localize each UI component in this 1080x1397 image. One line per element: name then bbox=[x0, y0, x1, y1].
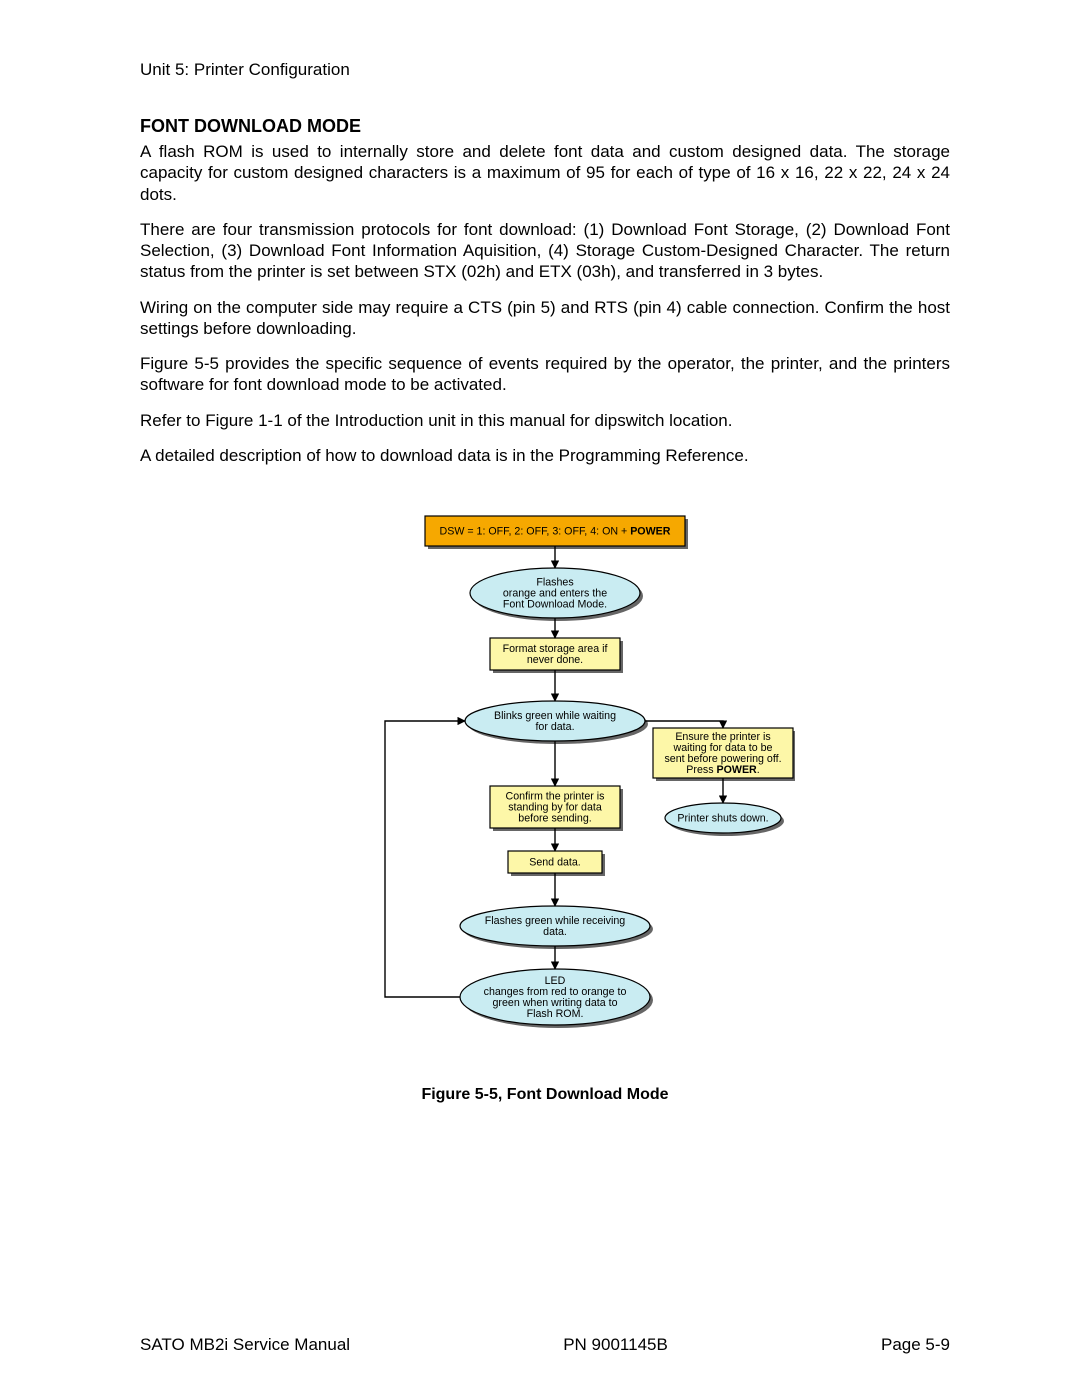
flowchart-svg: DSW = 1: OFF, 2: OFF, 3: OFF, 4: ON + PO… bbox=[295, 506, 795, 1046]
svg-text:before sending.: before sending. bbox=[518, 813, 591, 825]
svg-text:Press POWER.: Press POWER. bbox=[686, 764, 759, 776]
footer-center: PN 9001145B bbox=[563, 1335, 668, 1355]
paragraph-1: A flash ROM is used to internally store … bbox=[140, 141, 950, 205]
svg-text:never done.: never done. bbox=[527, 654, 583, 666]
svg-text:Flash ROM.: Flash ROM. bbox=[527, 1008, 584, 1020]
svg-text:Font Download Mode.: Font Download Mode. bbox=[503, 599, 607, 611]
paragraph-2: There are four transmission protocols fo… bbox=[140, 219, 950, 283]
page-header: Unit 5: Printer Configuration bbox=[140, 60, 950, 80]
paragraph-6: A detailed description of how to downloa… bbox=[140, 445, 950, 466]
flowchart: DSW = 1: OFF, 2: OFF, 3: OFF, 4: ON + PO… bbox=[295, 506, 795, 1046]
section-title: FONT DOWNLOAD MODE bbox=[140, 116, 950, 137]
paragraph-3: Wiring on the computer side may require … bbox=[140, 297, 950, 340]
svg-text:Printer shuts down.: Printer shuts down. bbox=[677, 813, 768, 825]
figure-caption: Figure 5-5, Font Download Mode bbox=[140, 1086, 950, 1104]
svg-text:DSW = 1: OFF, 2: OFF, 3: OFF,: DSW = 1: OFF, 2: OFF, 3: OFF, 4: ON + PO… bbox=[440, 526, 671, 538]
paragraph-4: Figure 5-5 provides the specific sequenc… bbox=[140, 353, 950, 396]
footer-right: Page 5-9 bbox=[881, 1335, 950, 1355]
footer-left: SATO MB2i Service Manual bbox=[140, 1335, 350, 1355]
paragraph-5: Refer to Figure 1-1 of the Introduction … bbox=[140, 410, 950, 431]
svg-text:data.: data. bbox=[543, 926, 567, 938]
svg-text:for data.: for data. bbox=[535, 721, 574, 733]
svg-text:Send data.: Send data. bbox=[529, 857, 581, 869]
page-footer: SATO MB2i Service Manual PN 9001145B Pag… bbox=[140, 1335, 950, 1355]
